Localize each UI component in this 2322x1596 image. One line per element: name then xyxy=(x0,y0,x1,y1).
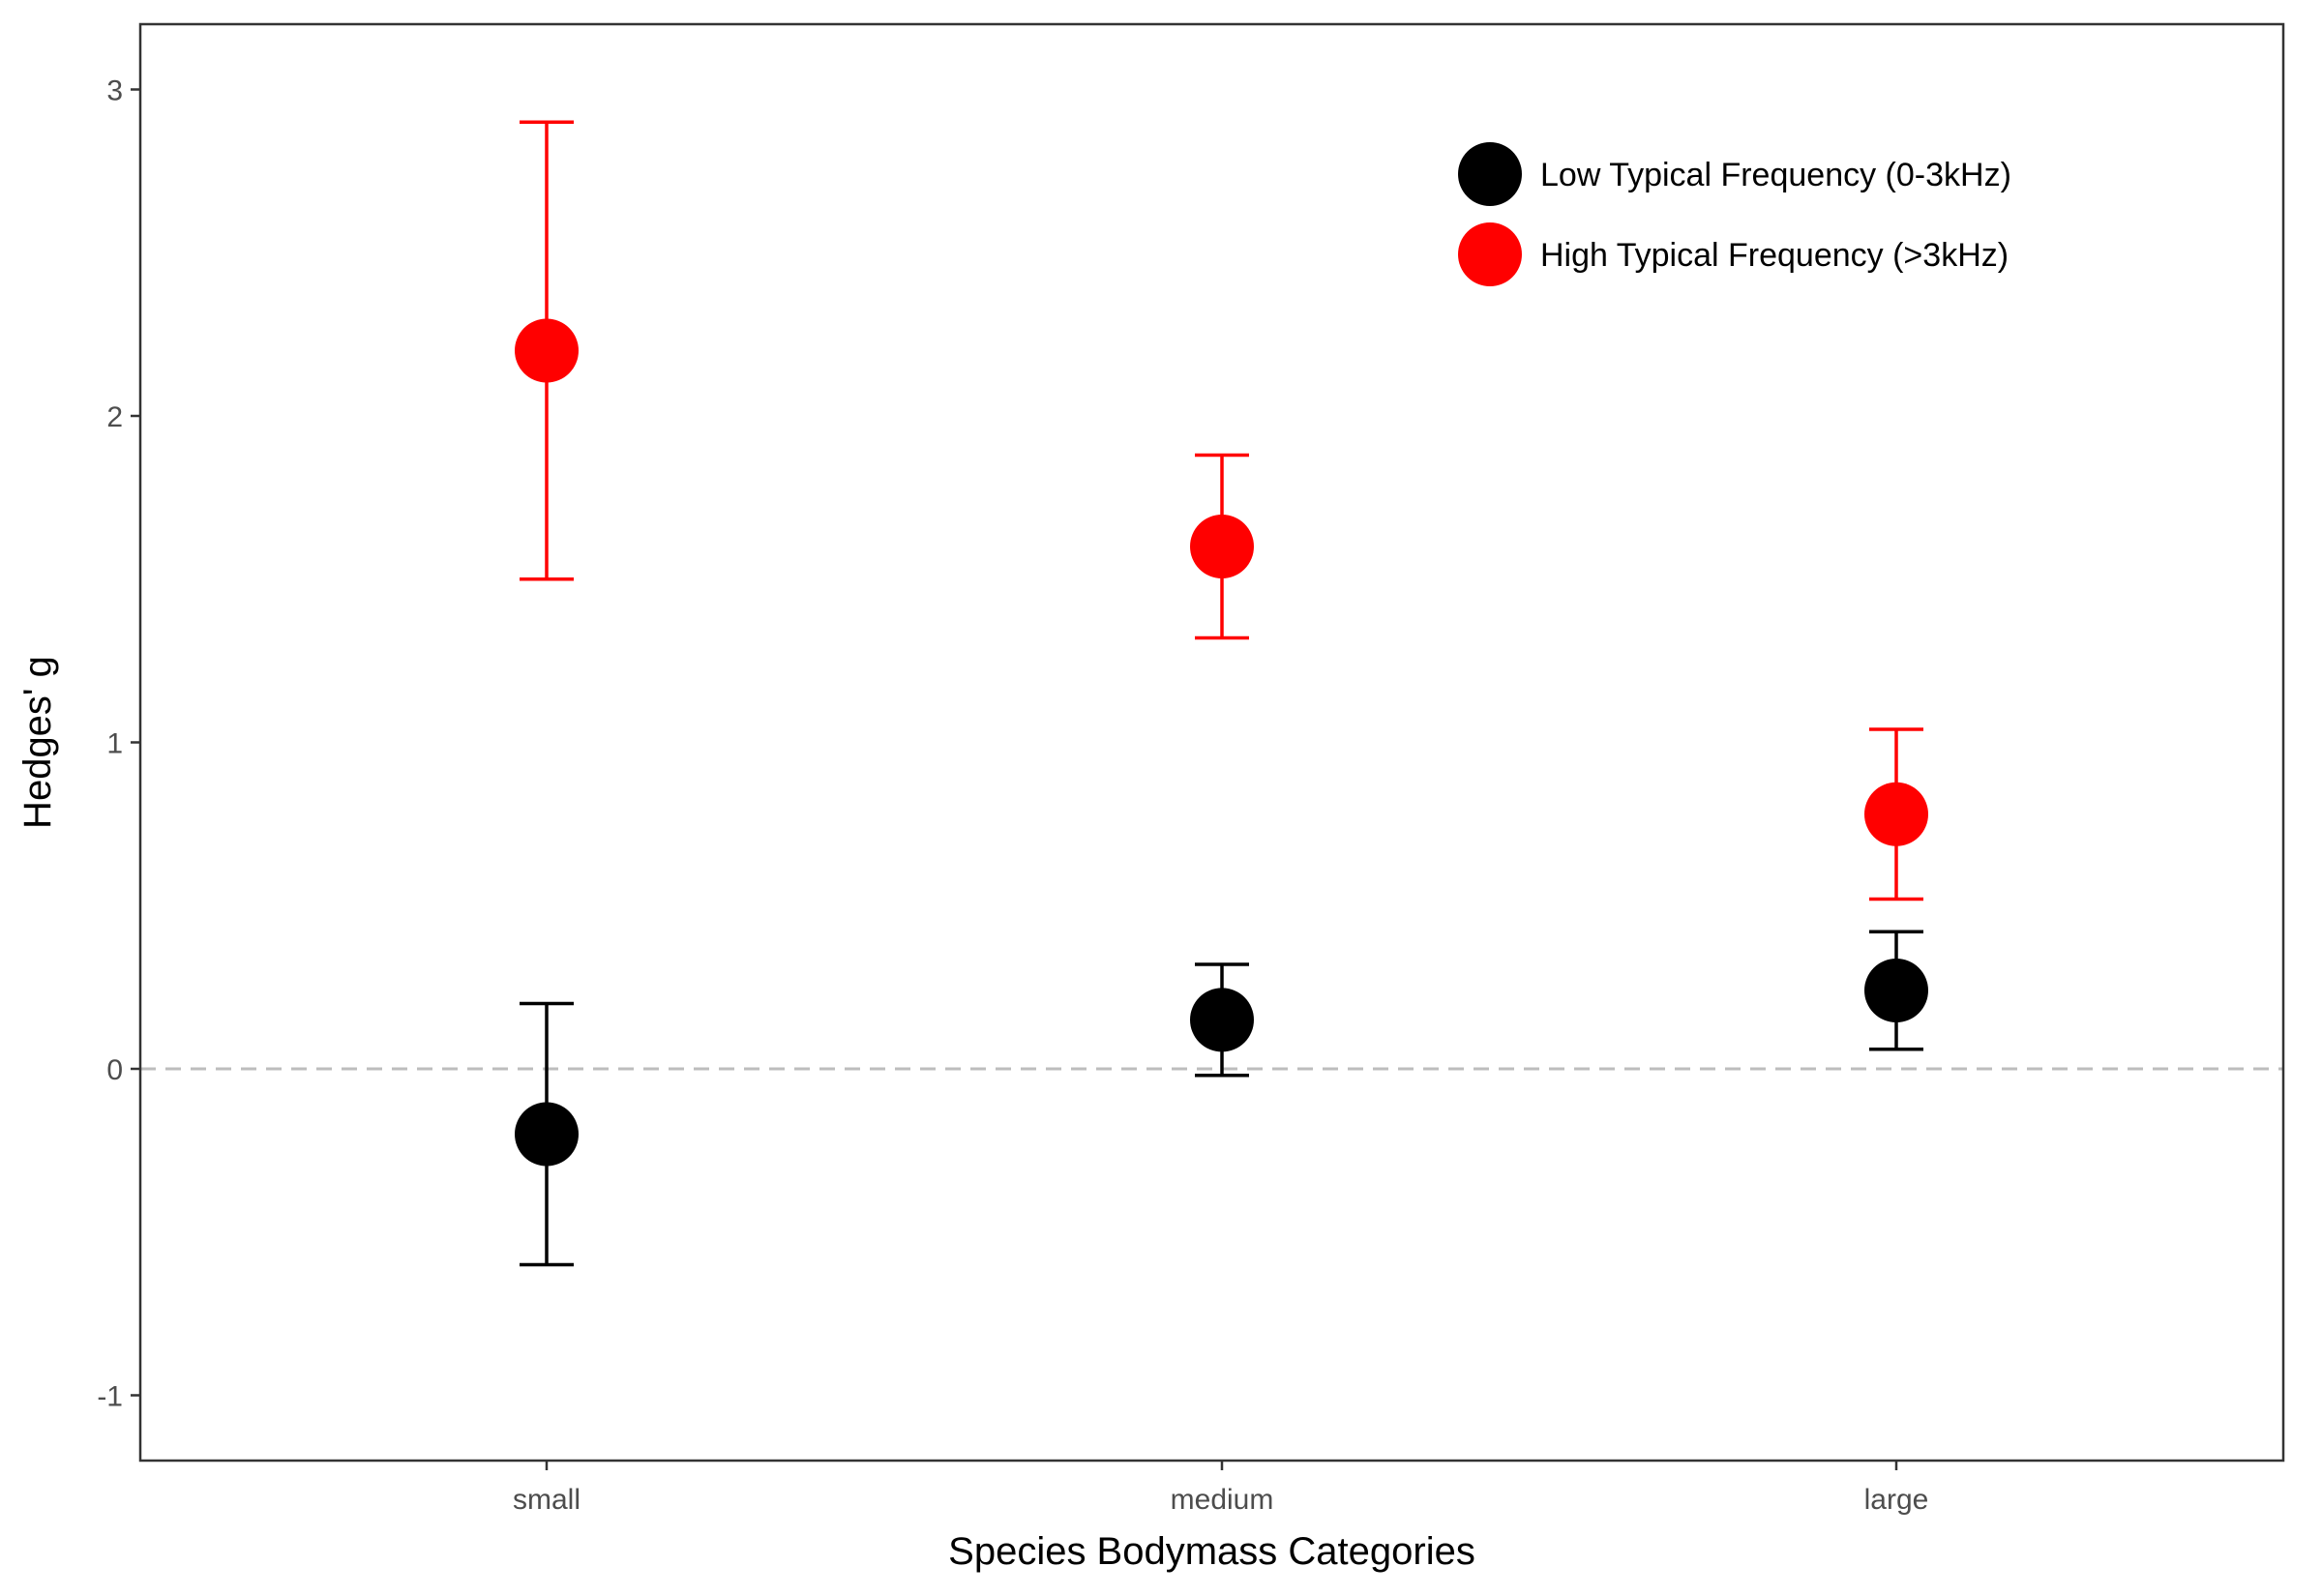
legend: Low Typical Frequency (0-3kHz) High Typic… xyxy=(1458,142,2011,286)
plot-series xyxy=(515,120,1928,1267)
x-axis: small medium large xyxy=(513,1461,1928,1516)
data-point xyxy=(1190,988,1254,1052)
series-low-frequency xyxy=(515,930,1928,1267)
y-tick-label: 3 xyxy=(106,75,123,107)
x-tick-label: small xyxy=(513,1484,580,1516)
x-axis-title: Species Bodymass Categories xyxy=(948,1530,1475,1573)
data-point xyxy=(1864,782,1928,846)
y-axis: -1 0 1 2 3 xyxy=(97,75,140,1413)
y-tick-label: 2 xyxy=(106,401,123,433)
y-tick-label: -1 xyxy=(97,1381,123,1413)
legend-label: Low Typical Frequency (0-3kHz) xyxy=(1540,157,2011,193)
legend-key-marker xyxy=(1458,222,1522,286)
series-high-frequency xyxy=(515,120,1928,901)
x-tick-label: large xyxy=(1864,1484,1929,1516)
y-axis-title: Hedges' g xyxy=(16,656,59,829)
plot-panel-border xyxy=(138,22,2285,1463)
legend-key-marker xyxy=(1458,142,1522,206)
y-tick-label: 0 xyxy=(106,1054,123,1086)
data-point xyxy=(1864,959,1928,1022)
y-tick-label: 1 xyxy=(106,728,123,760)
data-point xyxy=(515,1102,579,1167)
data-point xyxy=(1190,515,1254,578)
data-point xyxy=(515,318,579,383)
legend-label: High Typical Frequency (>3kHz) xyxy=(1540,237,2009,274)
x-tick-label: medium xyxy=(1171,1484,1274,1516)
